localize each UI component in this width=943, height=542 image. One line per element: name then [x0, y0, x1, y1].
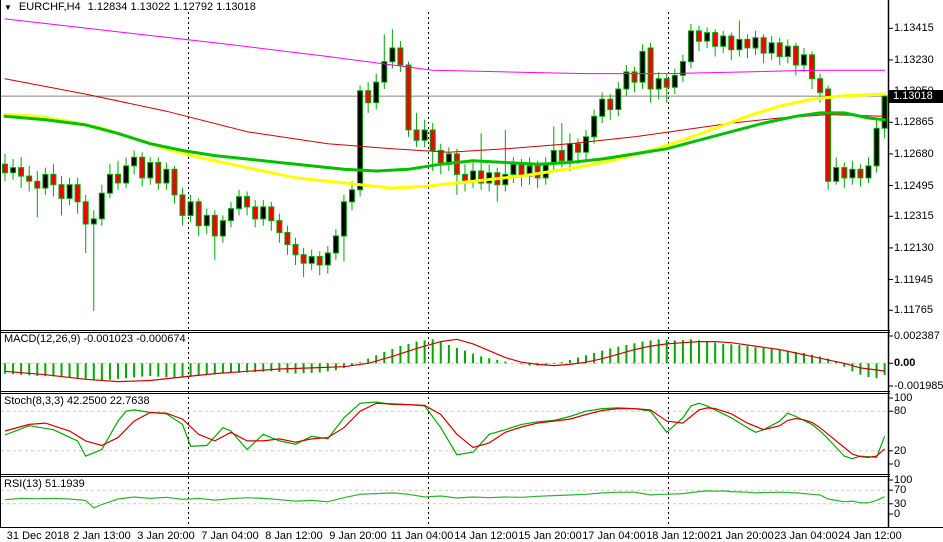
time-axis-label: 21 Jan 20:00: [710, 530, 774, 542]
time-axis-label: 9 Jan 20:00: [329, 530, 387, 542]
time-axis-label: 14 Jan 12:00: [454, 530, 518, 542]
rsi-axis-label: 100: [894, 474, 913, 486]
macd-signal-line: [4, 338, 885, 383]
time-axis-label: 24 Jan 12:00: [838, 530, 902, 542]
rsi-axis-label: 70: [894, 484, 907, 497]
time-axis-label: 31 Dec 2018: [6, 530, 70, 542]
symbol-period-label: EURCHF,H4: [18, 1, 81, 13]
stoch-axis-label: 80: [894, 405, 907, 418]
current-price-box: 1.13018: [889, 89, 943, 103]
price-axis-label: 1.13415: [894, 22, 934, 35]
price-axis-label: 1.12680: [894, 147, 934, 160]
rsi-axis-label: 30: [894, 497, 907, 510]
stoch-axis-label: 20: [894, 444, 907, 457]
price-axis-label: 1.11765: [894, 304, 933, 317]
macd-axis-label: -0.001985: [894, 380, 943, 392]
time-axis-label: 8 Jan 12:00: [265, 530, 323, 542]
ma-red-line: [4, 78, 886, 153]
macd-axis-label: 0.00: [894, 357, 916, 370]
rsi-axis-label: 0: [894, 508, 901, 520]
ma-magenta-line: [4, 18, 886, 75]
rsi-indicator-label: RSI(13) 51.1939: [4, 478, 85, 490]
stoch-indicator-label: Stoch(8,3,3) 42.2500 22.7638: [4, 395, 150, 407]
price-axis-label: 1.12865: [894, 116, 934, 129]
main-price-pane[interactable]: [0, 11, 888, 330]
macd-indicator-label: MACD(12,26,9) -0.001023 -0.000674: [4, 333, 186, 345]
time-axis-label: 3 Jan 20:00: [137, 530, 195, 542]
stoch-k-line: [4, 401, 886, 460]
time-axis-label: 11 Jan 04:00: [390, 530, 454, 542]
rsi-line: [4, 490, 885, 509]
symbol-dropdown-icon[interactable]: ▼: [4, 2, 12, 12]
time-axis-label: 2 Jan 13:00: [73, 530, 131, 542]
time-axis-label: 7 Jan 04:00: [201, 530, 259, 542]
stoch-d-line: [4, 402, 886, 459]
price-axis-label: 1.12130: [894, 241, 934, 254]
ohlc-readout: 1.12834 1.13022 1.12792 1.13018: [87, 1, 256, 13]
ma-green-line: [3, 111, 887, 173]
chart-title: ▼ EURCHF,H4 1.12834 1.13022 1.12792 1.13…: [4, 1, 256, 13]
macd-axis-label: 0.002387: [894, 329, 940, 342]
price-axis-label: 1.13230: [894, 53, 934, 66]
time-axis-label: 17 Jan 04:00: [582, 530, 646, 542]
price-axis-label: 1.12495: [894, 179, 934, 192]
stoch-axis-label: 0: [894, 458, 901, 470]
rsi-pane[interactable]: [0, 475, 888, 527]
stoch-axis-label: 100: [894, 392, 913, 404]
time-axis-label: 18 Jan 12:00: [646, 530, 710, 542]
time-axis-label: 15 Jan 20:00: [518, 530, 582, 542]
time-axis-label: 23 Jan 04:00: [774, 530, 838, 542]
price-axis-label: 1.11945: [894, 273, 933, 286]
price-axis-label: 1.12315: [894, 210, 934, 223]
